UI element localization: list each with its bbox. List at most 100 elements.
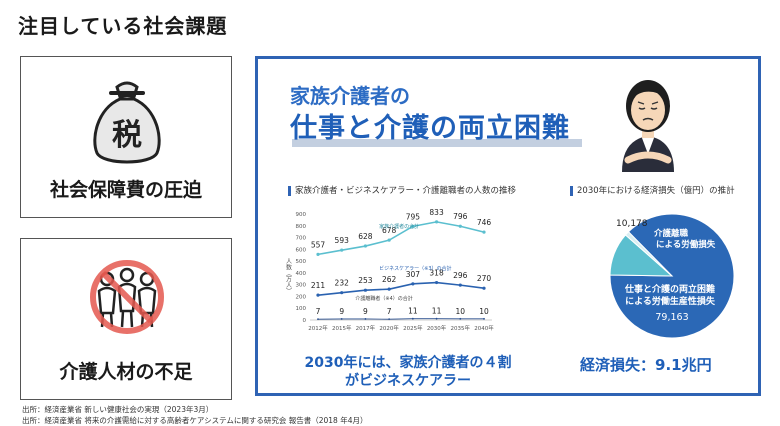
x-tick-label: 2015年 [332,324,352,332]
data-point [411,317,414,320]
y-tick-label: 300 [296,283,307,289]
data-point [364,318,367,320]
y-tick-label: 600 [296,247,307,253]
data-point [411,282,415,286]
chart-footer-line1: 2030年には、家族介護者の４割 [304,355,512,371]
data-label: 11 [432,307,442,316]
y-tick-label: 500 [296,259,307,265]
chart-footer-line2: がビジネスケアラー [345,373,471,389]
y-tick-label: 800 [296,224,307,230]
line-chart: 0 100 200 300 400 500 600 700 800 900 人数（万人） 2012年 2… [285,208,495,332]
x-tick-label: 2035年 [451,324,471,332]
data-point [340,318,343,320]
data-label: 318 [429,269,444,278]
data-point [316,252,320,256]
data-point [434,220,439,224]
tax-icon-char: 税 [112,118,142,153]
data-label: 11 [408,307,418,316]
data-label: 7 [316,307,321,316]
series-name-label: 家族介護者の合計 [379,223,419,230]
data-label: 270 [477,274,492,283]
data-label: 7 [387,307,392,316]
data-label: 9 [339,307,344,316]
data-label: 296 [453,271,468,280]
series-name-label: 介護離職者（※4）の合計 [355,295,412,302]
tax-burden-card: 税 社会保障費の圧迫 [20,56,232,218]
source-note-1: 出所：経済産業省 新しい健康社会の実現（2023年3月） [22,405,214,414]
headline-line2: 仕事と介護の両立困難 [290,113,570,144]
x-tick-label: 2025年 [403,324,423,332]
data-point [316,293,320,297]
data-point [482,230,486,234]
series-line [317,281,485,296]
y-tick-label: 700 [296,236,307,242]
y-tick-label: 0 [303,318,307,324]
x-tick-label: 2030年 [427,324,447,332]
data-label: 211 [311,281,326,290]
data-label: 253 [358,276,373,285]
series-name-label: ビジネスケアラー（※3）の合計 [379,265,451,272]
data-point [483,317,485,320]
tax-card-label: 社会保障費の圧迫 [49,179,202,201]
no-caregivers-icon [90,260,164,334]
series-line [317,221,485,256]
economic-loss-total: 経済損失：9.1兆円 [580,356,712,374]
x-tick-label: 2040年 [474,324,494,332]
x-tick-label: 2017年 [356,324,376,332]
y-tick-label: 400 [296,271,307,277]
pie-value-label: 79,163 [655,312,688,323]
data-label: 232 [335,279,350,288]
data-point [458,224,462,228]
money-bag-icon: 税 [93,81,161,164]
y-tick-label: 200 [296,294,307,300]
pie-slice [624,231,673,277]
source-note-2: 出所：経済産業省 将来の介護需給に対する高齢者ケアシステムに関する研究会 報告書… [22,416,368,425]
data-point [459,317,462,320]
x-tick-label: 2020年 [379,324,399,332]
pie-slice-label: による労働損失 [656,239,716,250]
data-point [387,287,391,291]
headline-underline [292,139,582,147]
data-label: 795 [406,212,421,221]
data-label: 9 [363,307,368,316]
pie-slice-label: 仕事と介護の両立困難 [624,283,715,295]
data-label: 628 [358,232,373,241]
data-point [363,288,368,292]
y-axis-label: 人数（万人） [285,258,292,294]
data-label: 10 [479,307,489,316]
data-point [435,317,438,320]
care-shortage-card: 介護人材の不足 [20,238,232,400]
data-point [340,291,344,295]
data-point [363,244,368,248]
data-label: 746 [477,218,492,227]
data-label: 307 [406,270,421,279]
chart-footer: 2030年には、家族介護者の４割 がビジネスケアラー [288,354,528,390]
data-label: 833 [429,208,444,217]
data-point [340,248,344,252]
pie-value-label: 10,178 [616,219,648,229]
y-tick-label: 900 [296,212,307,218]
data-point [458,283,462,287]
data-label: 593 [335,236,350,245]
data-label: 10 [456,307,466,316]
data-label: 262 [382,275,397,284]
pie-chart-title: 2030年における経済損失（億円）の推計 [570,184,735,196]
data-label: 678 [382,226,397,235]
data-point [434,280,439,285]
line-chart-title: 家族介護者・ビジネスケアラー・介護離職者の人数の推移 [288,184,516,196]
data-point [388,318,391,321]
data-label: 557 [311,240,326,249]
care-card-label: 介護人材の不足 [59,361,193,383]
data-label: 796 [453,212,468,221]
page-title: 注目している社会課題 [18,14,228,38]
data-point [411,224,415,228]
data-point [482,286,486,290]
y-tick-label: 100 [296,306,307,312]
x-tick-label: 2012年 [308,324,328,332]
data-point [387,238,391,242]
data-point [317,318,319,321]
worried-person-icon [622,80,674,172]
pie-slice-label: による労働生産性損失 [625,295,716,307]
pie-slice-label: 介護離職 [653,228,689,239]
